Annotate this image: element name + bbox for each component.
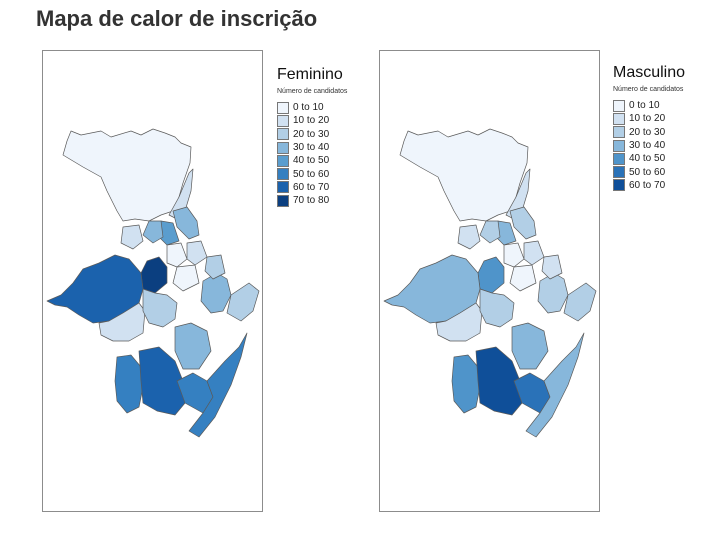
legend-item: 40 to 50 — [277, 154, 347, 167]
legend-swatch — [277, 154, 289, 167]
legend-label: 70 to 80 — [293, 195, 330, 207]
legend-item: 10 to 20 — [277, 114, 347, 127]
map-region-center-dark — [140, 256, 168, 294]
legend-swatch — [277, 128, 289, 141]
legend-swatch — [613, 126, 625, 139]
legend-label: 50 to 60 — [629, 166, 666, 178]
legend-label: 60 to 70 — [293, 181, 330, 193]
map-region-small-4 — [509, 264, 537, 292]
legend-item: 0 to 10 — [277, 101, 347, 114]
legend-label: 30 to 40 — [629, 140, 666, 152]
legend-label: 60 to 70 — [629, 179, 666, 191]
map-region-middle-band — [435, 302, 483, 342]
legend-label: 40 to 50 — [629, 153, 666, 165]
map-region-small-3 — [541, 254, 563, 280]
map-region-coast-upper — [226, 282, 260, 322]
map-region-center-small-b — [142, 220, 164, 244]
legend-swatch — [277, 194, 289, 207]
map-region-east-mid — [200, 272, 232, 314]
choropleth-map-feminino — [46, 128, 260, 438]
map-region-small-1 — [166, 242, 188, 268]
legend-title: Feminino — [277, 66, 343, 83]
page-title: Mapa de calor de inscrição — [36, 6, 318, 31]
map-region-small-2 — [186, 240, 208, 266]
legend-item: 0 to 10 — [613, 99, 685, 112]
legend-swatch — [277, 114, 289, 127]
legend-label: 10 to 20 — [293, 115, 330, 127]
legend-items: 0 to 10 10 to 20 20 to 30 30 to 40 40 to 50 5… — [613, 99, 685, 192]
legend-subtitle: Número de candidatos — [277, 88, 348, 95]
legend-item: 60 to 70 — [277, 181, 347, 194]
legend-label: 0 to 10 — [629, 100, 660, 112]
choropleth-map-masculino — [383, 128, 597, 438]
map-region-coast-upper — [563, 282, 597, 322]
legend-feminino: Feminino Número de candidatos 0 to 10 10 … — [277, 66, 347, 207]
legend-swatch — [613, 166, 625, 179]
legend-swatch — [613, 139, 625, 152]
map-region-center-dark — [477, 256, 505, 294]
legend-item: 60 to 70 — [613, 179, 685, 192]
map-region-small-3 — [204, 254, 226, 280]
map-region-center-mid — [479, 288, 515, 328]
map-region-south-center — [475, 346, 523, 416]
map-region-north — [62, 128, 192, 222]
map-region-south-coast — [188, 332, 248, 438]
legend-label: 0 to 10 — [293, 102, 324, 114]
map-region-small-2 — [523, 240, 545, 266]
legend-item: 50 to 60 — [613, 165, 685, 179]
legend-swatch — [277, 168, 289, 181]
map-region-south-left — [451, 354, 481, 414]
map-region-south-mid — [511, 322, 549, 370]
map-region-south-coast — [525, 332, 585, 438]
legend-subtitle: Número de candidatos — [613, 86, 684, 93]
map-region-east-mid — [537, 272, 569, 314]
map-region-north — [399, 128, 529, 222]
map-panel-feminino — [42, 50, 263, 512]
legend-label: 10 to 20 — [629, 113, 666, 125]
legend-swatch — [613, 179, 625, 192]
legend-item: 30 to 40 — [613, 139, 685, 152]
legend-item: 50 to 60 — [277, 167, 347, 181]
legend-label: 30 to 40 — [293, 142, 330, 154]
legend-item: 70 to 80 — [277, 194, 347, 207]
legend-items: 0 to 10 10 to 20 20 to 30 30 to 40 40 to 50 5… — [277, 101, 347, 207]
legend-label: 40 to 50 — [293, 155, 330, 167]
map-region-small-4 — [172, 264, 200, 292]
legend-title: Masculino — [613, 64, 686, 81]
map-region-small-5 — [457, 224, 481, 250]
legend-item: 20 to 30 — [613, 126, 685, 139]
map-region-south-left — [114, 354, 144, 414]
map-region-center-mid — [142, 288, 178, 328]
legend-swatch — [277, 141, 289, 154]
legend-item: 20 to 30 — [277, 128, 347, 141]
legend-masculino: Masculino Número de candidatos 0 to 10 10… — [613, 64, 685, 192]
map-region-south-center — [138, 346, 186, 416]
map-region-center-small-b — [479, 220, 501, 244]
map-region-small-5 — [120, 224, 144, 250]
legend-swatch — [613, 112, 625, 125]
legend-swatch — [277, 101, 289, 114]
map-region-northeast-strip — [505, 168, 531, 220]
legend-label: 50 to 60 — [293, 168, 330, 180]
legend-item: 10 to 20 — [613, 112, 685, 125]
legend-swatch — [613, 99, 625, 112]
map-region-small-1 — [503, 242, 525, 268]
map-region-northeast-strip — [168, 168, 194, 220]
map-region-south-mid — [174, 322, 212, 370]
map-region-middle-band — [98, 302, 146, 342]
legend-item: 30 to 40 — [277, 141, 347, 154]
legend-swatch — [277, 181, 289, 194]
legend-item: 40 to 50 — [613, 152, 685, 165]
map-panel-masculino — [379, 50, 600, 512]
legend-swatch — [613, 152, 625, 165]
legend-label: 20 to 30 — [293, 128, 330, 140]
legend-label: 20 to 30 — [629, 126, 666, 138]
map-region-east-upper — [172, 206, 200, 240]
map-region-east-upper — [509, 206, 537, 240]
